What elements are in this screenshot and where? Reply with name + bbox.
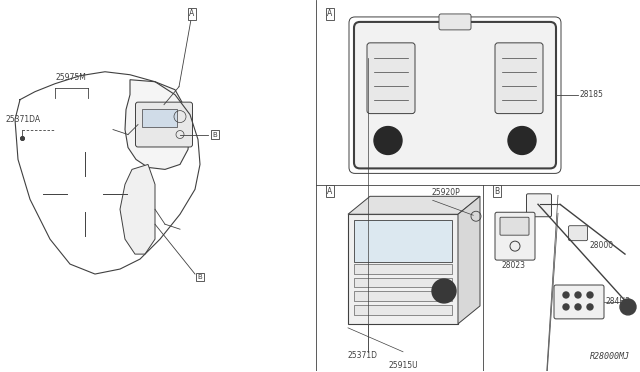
- Circle shape: [374, 126, 402, 154]
- Bar: [142, 109, 177, 126]
- Text: 284H3: 284H3: [606, 298, 631, 307]
- Text: A: A: [189, 9, 195, 19]
- Bar: [354, 292, 452, 301]
- Text: 25920P: 25920P: [432, 188, 461, 197]
- Circle shape: [508, 126, 536, 154]
- Text: 25371D: 25371D: [348, 351, 378, 360]
- Circle shape: [575, 304, 581, 310]
- Text: 25975M: 25975M: [56, 73, 87, 82]
- Circle shape: [587, 304, 593, 310]
- Polygon shape: [120, 164, 155, 254]
- FancyBboxPatch shape: [354, 22, 556, 169]
- Text: 25371DA: 25371DA: [5, 115, 40, 124]
- Circle shape: [432, 279, 456, 303]
- Bar: [354, 278, 452, 288]
- FancyBboxPatch shape: [568, 226, 588, 241]
- Text: 25915U: 25915U: [388, 361, 418, 370]
- Circle shape: [587, 292, 593, 298]
- FancyBboxPatch shape: [500, 217, 529, 235]
- Text: B: B: [495, 187, 500, 196]
- Polygon shape: [458, 196, 480, 324]
- FancyBboxPatch shape: [527, 194, 552, 217]
- Text: A: A: [328, 187, 333, 196]
- Text: 28185: 28185: [580, 90, 604, 99]
- FancyBboxPatch shape: [136, 102, 193, 147]
- FancyBboxPatch shape: [554, 285, 604, 319]
- Text: B: B: [198, 274, 202, 280]
- Text: A: A: [328, 9, 333, 19]
- Circle shape: [563, 304, 569, 310]
- Text: 28023: 28023: [501, 261, 525, 270]
- Circle shape: [563, 292, 569, 298]
- Text: 28000: 28000: [590, 241, 614, 250]
- FancyBboxPatch shape: [367, 43, 415, 113]
- Polygon shape: [348, 196, 480, 214]
- Bar: [354, 264, 452, 273]
- FancyBboxPatch shape: [495, 43, 543, 113]
- Text: B: B: [212, 132, 218, 138]
- FancyBboxPatch shape: [439, 14, 471, 30]
- FancyBboxPatch shape: [495, 212, 535, 260]
- Bar: [348, 214, 458, 324]
- Bar: [354, 305, 452, 315]
- Circle shape: [620, 299, 636, 315]
- Polygon shape: [125, 80, 190, 169]
- Text: R28000MJ: R28000MJ: [590, 352, 630, 361]
- Bar: [354, 220, 452, 262]
- Circle shape: [575, 292, 581, 298]
